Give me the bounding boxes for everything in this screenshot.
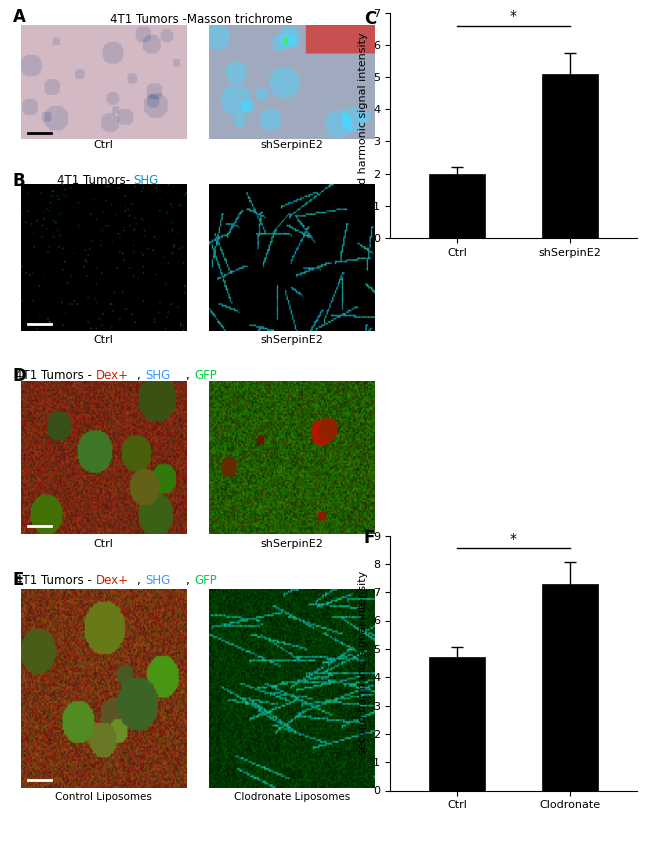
Text: SHG: SHG [145, 575, 170, 587]
Text: 4T1 Tumors -: 4T1 Tumors - [16, 575, 96, 587]
Text: C: C [364, 10, 376, 28]
Text: shSerpinE2: shSerpinE2 [261, 139, 324, 150]
Text: ,: , [137, 370, 145, 382]
Text: F: F [364, 529, 375, 547]
Text: Ctrl: Ctrl [94, 336, 113, 345]
Text: shSerpinE2: shSerpinE2 [261, 336, 324, 345]
Bar [541, 74, 598, 238]
Text: ,: , [187, 575, 194, 587]
Bar [429, 657, 486, 791]
Text: 4T1 Tumors -: 4T1 Tumors - [16, 370, 96, 382]
Bar [541, 584, 598, 790]
Text: Ctrl: Ctrl [94, 139, 113, 150]
Y-axis label: Second harmonic signal intensity: Second harmonic signal intensity [358, 32, 368, 218]
Text: 4T1 Tumors -Masson trichrome: 4T1 Tumors -Masson trichrome [111, 13, 293, 26]
Text: Dex+: Dex+ [96, 575, 129, 587]
Text: shSerpinE2: shSerpinE2 [261, 539, 324, 549]
Text: 4T1 Tumors-: 4T1 Tumors- [57, 173, 134, 187]
Text: ,: , [137, 575, 145, 587]
Text: Dex+: Dex+ [96, 370, 129, 382]
Text: *: * [510, 9, 517, 23]
Text: A: A [13, 8, 26, 26]
Text: SHG: SHG [145, 370, 170, 382]
Text: ,: , [187, 370, 194, 382]
Text: Ctrl: Ctrl [94, 539, 113, 549]
Text: E: E [13, 571, 25, 589]
Text: Control Liposomes: Control Liposomes [55, 792, 152, 802]
Text: GFP: GFP [194, 370, 216, 382]
Y-axis label: second harmonic signal intensity: second harmonic signal intensity [358, 571, 368, 755]
Text: GFP: GFP [194, 575, 216, 587]
Text: B: B [13, 172, 25, 190]
Text: Clodronate Liposomes: Clodronate Liposomes [234, 792, 350, 802]
Bar [429, 173, 486, 238]
Text: SHG: SHG [134, 173, 159, 187]
Text: *: * [510, 532, 517, 546]
Text: D: D [13, 367, 27, 385]
